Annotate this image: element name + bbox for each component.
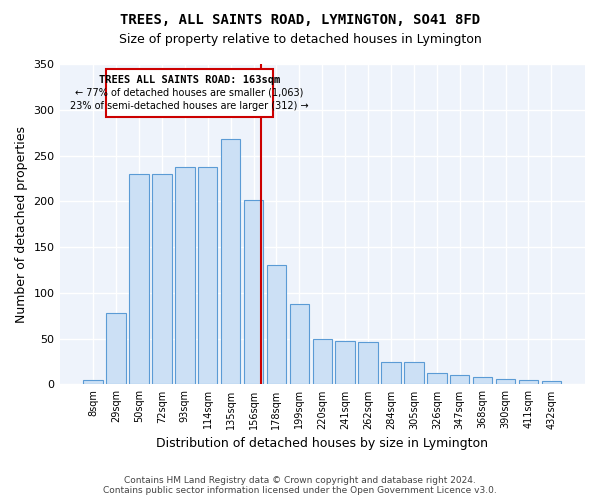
Text: ← 77% of detached houses are smaller (1,063): ← 77% of detached houses are smaller (1,… <box>75 88 304 98</box>
Text: Contains HM Land Registry data © Crown copyright and database right 2024.
Contai: Contains HM Land Registry data © Crown c… <box>103 476 497 495</box>
Bar <box>335 342 355 384</box>
Text: 23% of semi-detached houses are larger (312) →: 23% of semi-detached houses are larger (… <box>70 100 309 110</box>
Bar <box>267 266 286 384</box>
Bar <box>450 376 469 384</box>
Text: Size of property relative to detached houses in Lymington: Size of property relative to detached ho… <box>119 32 481 46</box>
X-axis label: Distribution of detached houses by size in Lymington: Distribution of detached houses by size … <box>156 437 488 450</box>
Bar <box>244 200 263 384</box>
Bar <box>496 379 515 384</box>
Bar <box>542 381 561 384</box>
Bar <box>221 139 241 384</box>
Bar <box>381 362 401 384</box>
Bar <box>290 304 309 384</box>
Bar <box>175 168 194 384</box>
Bar <box>358 342 378 384</box>
Bar <box>129 174 149 384</box>
Y-axis label: Number of detached properties: Number of detached properties <box>15 126 28 322</box>
Bar <box>152 174 172 384</box>
Bar <box>519 380 538 384</box>
Bar <box>313 338 332 384</box>
Text: TREES ALL SAINTS ROAD: 163sqm: TREES ALL SAINTS ROAD: 163sqm <box>99 75 280 85</box>
Bar <box>106 313 126 384</box>
Bar <box>404 362 424 384</box>
Bar <box>83 380 103 384</box>
Bar <box>106 70 273 117</box>
Bar <box>198 166 217 384</box>
Bar <box>473 377 493 384</box>
Text: TREES, ALL SAINTS ROAD, LYMINGTON, SO41 8FD: TREES, ALL SAINTS ROAD, LYMINGTON, SO41 … <box>120 12 480 26</box>
Bar <box>427 374 446 384</box>
